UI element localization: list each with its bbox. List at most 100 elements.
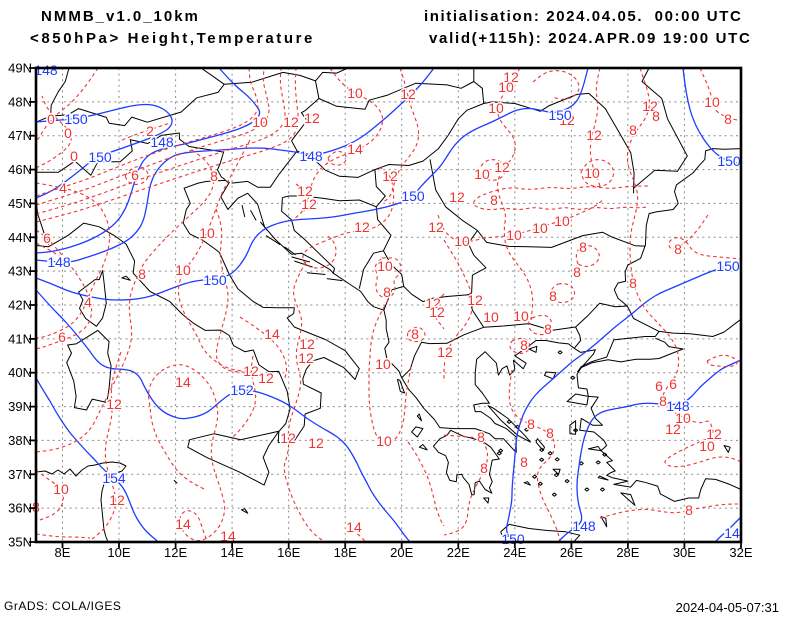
svg-text:35N: 35N bbox=[8, 535, 32, 550]
svg-text:10: 10 bbox=[53, 481, 69, 497]
svg-text:10: 10 bbox=[532, 220, 548, 236]
svg-text:8: 8 bbox=[383, 284, 391, 300]
svg-text:12: 12 bbox=[243, 363, 259, 379]
svg-text:12: 12 bbox=[304, 110, 320, 126]
svg-text:12: 12 bbox=[106, 396, 122, 412]
svg-text:10: 10 bbox=[704, 94, 720, 110]
svg-text:10: 10 bbox=[584, 165, 600, 181]
svg-text:12: 12 bbox=[298, 350, 314, 366]
svg-text:10: 10 bbox=[377, 258, 393, 274]
svg-text:8: 8 bbox=[527, 416, 535, 432]
svg-text:12: 12 bbox=[706, 426, 722, 442]
svg-text:12: 12 bbox=[429, 304, 445, 320]
svg-text:8: 8 bbox=[411, 326, 419, 342]
svg-text:10: 10 bbox=[675, 410, 691, 426]
svg-text:148: 148 bbox=[299, 148, 323, 164]
svg-text:38N: 38N bbox=[8, 433, 32, 448]
svg-text:8E: 8E bbox=[55, 545, 71, 560]
svg-text:12: 12 bbox=[503, 69, 519, 85]
svg-text:39N: 39N bbox=[8, 399, 32, 414]
svg-text:16E: 16E bbox=[277, 545, 300, 560]
svg-text:45N: 45N bbox=[8, 196, 32, 211]
svg-text:148: 148 bbox=[47, 254, 71, 270]
svg-text:10: 10 bbox=[175, 262, 191, 278]
svg-text:8: 8 bbox=[579, 239, 587, 255]
svg-text:150: 150 bbox=[401, 188, 425, 204]
svg-text:10: 10 bbox=[506, 227, 522, 243]
svg-text:14E: 14E bbox=[221, 545, 244, 560]
svg-text:12: 12 bbox=[400, 86, 416, 102]
svg-text:2: 2 bbox=[146, 123, 154, 139]
svg-text:8: 8 bbox=[724, 111, 732, 127]
svg-text:14: 14 bbox=[264, 326, 280, 342]
svg-text:12: 12 bbox=[109, 492, 125, 508]
svg-text:14: 14 bbox=[346, 519, 362, 535]
svg-text:8: 8 bbox=[490, 192, 498, 208]
svg-text:22E: 22E bbox=[447, 545, 470, 560]
svg-text:6: 6 bbox=[655, 378, 663, 394]
svg-text:148: 148 bbox=[34, 62, 58, 78]
svg-text:150: 150 bbox=[203, 272, 227, 288]
svg-text:150: 150 bbox=[88, 149, 112, 165]
svg-text:20E: 20E bbox=[390, 545, 413, 560]
svg-text:12: 12 bbox=[494, 159, 510, 175]
svg-text:148: 148 bbox=[666, 398, 690, 414]
svg-text:12: 12 bbox=[428, 219, 444, 235]
svg-text:12: 12 bbox=[559, 112, 575, 128]
svg-text:10: 10 bbox=[554, 213, 570, 229]
svg-text:6: 6 bbox=[58, 329, 66, 345]
svg-text:6: 6 bbox=[669, 376, 677, 392]
svg-text:14: 14 bbox=[724, 525, 740, 541]
svg-text:10: 10 bbox=[483, 309, 499, 325]
svg-text:12: 12 bbox=[437, 344, 453, 360]
svg-text:0: 0 bbox=[70, 148, 78, 164]
svg-text:36N: 36N bbox=[8, 501, 32, 516]
svg-text:42N: 42N bbox=[8, 298, 32, 313]
svg-text:43N: 43N bbox=[8, 264, 32, 279]
svg-text:8: 8 bbox=[685, 502, 693, 518]
svg-text:10: 10 bbox=[488, 100, 504, 116]
svg-text:10: 10 bbox=[347, 85, 363, 101]
svg-text:26E: 26E bbox=[560, 545, 583, 560]
svg-text:8: 8 bbox=[544, 321, 552, 337]
svg-text:154: 154 bbox=[102, 470, 126, 486]
svg-text:8: 8 bbox=[480, 460, 488, 476]
svg-text:6: 6 bbox=[43, 230, 51, 246]
svg-text:10: 10 bbox=[498, 79, 514, 95]
svg-text:10: 10 bbox=[513, 308, 529, 324]
svg-text:12: 12 bbox=[354, 219, 370, 235]
svg-text:10E: 10E bbox=[107, 545, 130, 560]
svg-text:10: 10 bbox=[375, 356, 391, 372]
svg-text:10: 10 bbox=[199, 225, 215, 241]
svg-text:28E: 28E bbox=[616, 545, 639, 560]
svg-text:12: 12 bbox=[280, 430, 296, 446]
svg-text:44N: 44N bbox=[8, 230, 32, 245]
svg-text:0: 0 bbox=[64, 125, 72, 141]
svg-text:12: 12 bbox=[382, 168, 398, 184]
svg-text:12: 12 bbox=[425, 295, 441, 311]
svg-text:10: 10 bbox=[454, 233, 470, 249]
svg-text:10: 10 bbox=[252, 114, 268, 130]
svg-text:14: 14 bbox=[347, 141, 363, 157]
svg-text:18E: 18E bbox=[334, 545, 357, 560]
svg-text:<850hPa> Height,Temperature: <850hPa> Height,Temperature bbox=[30, 30, 315, 47]
svg-text:37N: 37N bbox=[8, 467, 32, 482]
svg-text:12: 12 bbox=[258, 370, 274, 386]
svg-text:47N: 47N bbox=[8, 128, 32, 143]
svg-text:12: 12 bbox=[665, 421, 681, 437]
svg-text:48N: 48N bbox=[8, 94, 32, 109]
svg-text:148: 148 bbox=[150, 134, 174, 150]
svg-text:8: 8 bbox=[138, 266, 146, 282]
svg-text:49N: 49N bbox=[8, 61, 32, 76]
svg-text:12E: 12E bbox=[164, 545, 187, 560]
svg-text:8: 8 bbox=[549, 288, 557, 304]
svg-text:12: 12 bbox=[586, 127, 602, 143]
svg-text:41N: 41N bbox=[8, 331, 32, 346]
svg-text:10: 10 bbox=[376, 433, 392, 449]
svg-text:8: 8 bbox=[520, 337, 528, 353]
svg-text:150: 150 bbox=[548, 107, 572, 123]
svg-text:150: 150 bbox=[717, 153, 741, 169]
svg-text:40N: 40N bbox=[8, 365, 32, 380]
svg-text:12: 12 bbox=[467, 292, 483, 308]
svg-text:8: 8 bbox=[210, 168, 218, 184]
